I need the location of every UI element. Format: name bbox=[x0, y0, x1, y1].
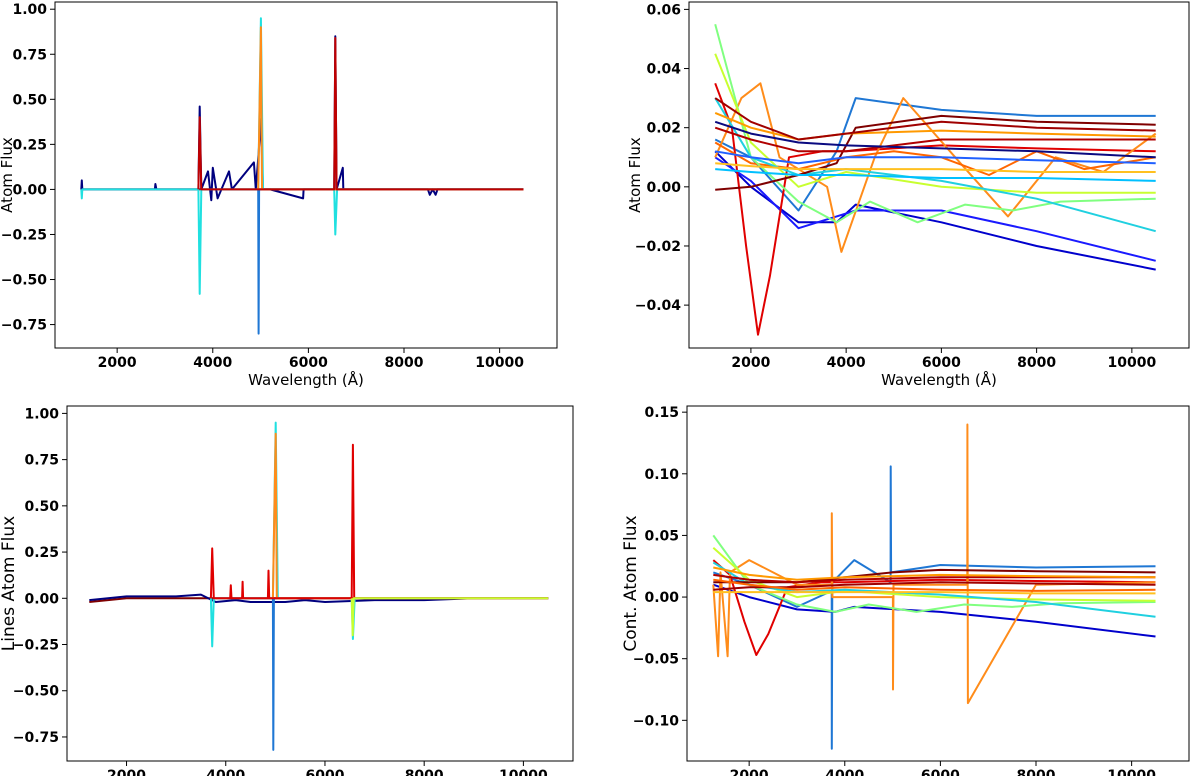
y-tick-label: 0.00 bbox=[644, 590, 679, 606]
y-tick-label: 1.00 bbox=[12, 2, 47, 18]
panel-bottom-right: 2000 4000 6000 8000 10000 −0.10 −0.05 0.00 0.05 0… bbox=[621, 405, 1190, 776]
x-tick-label: 10000 bbox=[475, 355, 524, 371]
x-tick-label: 4000 bbox=[827, 355, 866, 371]
y-tick-label: 1.00 bbox=[24, 406, 59, 422]
axes-frame bbox=[66, 405, 574, 762]
y-tick-label: −0.75 bbox=[13, 730, 59, 746]
x-tick-label: 8000 bbox=[1017, 355, 1056, 371]
series-line-c8 bbox=[713, 568, 1156, 584]
x-tick-label: 2000 bbox=[730, 768, 769, 776]
y-tick-label: 0.05 bbox=[644, 528, 679, 544]
series-line-lines-yellow bbox=[350, 597, 549, 637]
y-tick-label: −0.25 bbox=[1, 227, 47, 243]
series-line-lines-red bbox=[197, 37, 524, 191]
series-line-s17 bbox=[714, 97, 1156, 141]
y-tick-label: 0.00 bbox=[12, 182, 47, 198]
axes-frame bbox=[54, 1, 558, 349]
series-line-lines-cyan bbox=[209, 421, 549, 648]
x-tick-label: 8000 bbox=[405, 768, 444, 776]
series-line-c10 bbox=[713, 566, 1156, 581]
y-axis-label: Atom Flux bbox=[0, 137, 16, 213]
y-tick-label: 0.25 bbox=[24, 545, 59, 561]
y-tick-label: −0.10 bbox=[633, 713, 680, 729]
x-tick-label: 10000 bbox=[1107, 768, 1156, 776]
series-line-s16 bbox=[715, 168, 1156, 182]
x-tick-label: 2000 bbox=[107, 768, 146, 776]
x-tick-label: 8000 bbox=[385, 355, 424, 371]
series-line-s7 bbox=[714, 23, 1156, 224]
series-line-continuum-dark bbox=[89, 593, 549, 603]
y-tick-label: 0.15 bbox=[644, 405, 679, 421]
series-line-s11 bbox=[714, 126, 1156, 153]
y-tick-label: 0.75 bbox=[24, 453, 59, 469]
x-tick-label: 8000 bbox=[1017, 768, 1056, 776]
y-tick-label: 0.75 bbox=[12, 47, 47, 63]
series-line-lines-red bbox=[209, 443, 549, 600]
x-tick-label: 6000 bbox=[305, 768, 344, 776]
x-tick-label: 6000 bbox=[922, 355, 961, 371]
series-line-s14 bbox=[715, 162, 1156, 173]
y-tick-label: −0.04 bbox=[635, 298, 682, 314]
y-tick-label: −0.02 bbox=[635, 239, 681, 255]
x-tick-label: 10000 bbox=[1107, 355, 1156, 371]
x-tick-label: 2000 bbox=[731, 355, 770, 371]
series-line-c11 bbox=[713, 581, 1156, 591]
series-line-s13 bbox=[715, 150, 1156, 165]
series-line-s3 bbox=[714, 156, 1156, 262]
series-line-s12 bbox=[714, 120, 1156, 159]
series-line-s8 bbox=[714, 53, 1156, 194]
series-line-lines-orange bbox=[271, 432, 549, 600]
x-tick-label: 2000 bbox=[98, 355, 137, 371]
x-axis-label: Wavelength (Å) bbox=[881, 370, 997, 389]
series-line-c4 bbox=[712, 423, 1156, 705]
x-tick-label: 6000 bbox=[921, 768, 960, 776]
x-tick-label: 4000 bbox=[825, 768, 864, 776]
panel-top-right: 2000 4000 6000 8000 10000 −0.04 −0.02 0.00 0.02 0… bbox=[626, 1, 1190, 389]
axes-frame bbox=[686, 405, 1190, 762]
series-group bbox=[89, 421, 549, 751]
y-tick-label: 0.06 bbox=[646, 2, 681, 18]
y-tick-label: −0.50 bbox=[1, 273, 48, 289]
y-axis-label: Cont. Atom Flux bbox=[621, 515, 641, 651]
series-line-lines-dark bbox=[80, 35, 524, 202]
x-tick-label: 6000 bbox=[289, 355, 328, 371]
series-line-c13 bbox=[713, 591, 1156, 595]
y-tick-label: 0.10 bbox=[644, 467, 679, 483]
y-tick-label: 0.25 bbox=[12, 137, 47, 153]
x-axis-label: Wavelength (Å) bbox=[248, 370, 364, 389]
y-tick-label: −0.25 bbox=[13, 638, 59, 654]
y-tick-label: 0.00 bbox=[646, 180, 681, 196]
series-group bbox=[712, 423, 1156, 750]
y-tick-label: 0.50 bbox=[12, 92, 47, 108]
panel-top-left: 2000 4000 6000 8000 10000 −0.75 −0.50 −0.25 0.00… bbox=[0, 1, 558, 389]
series-line-c12 bbox=[713, 578, 1156, 592]
axes-frame bbox=[688, 1, 1190, 349]
y-tick-label: 0.02 bbox=[646, 121, 681, 137]
y-axis-label: Atom Flux bbox=[626, 137, 644, 213]
series-group bbox=[714, 23, 1157, 336]
series-group bbox=[80, 17, 524, 335]
y-tick-label: 0.50 bbox=[24, 499, 59, 515]
y-tick-label: −0.05 bbox=[633, 652, 679, 668]
series-line-lines-blue bbox=[271, 597, 549, 751]
y-tick-label: −0.75 bbox=[1, 318, 47, 334]
y-tick-label: 0.04 bbox=[646, 62, 681, 78]
panel-bottom-left: 2000 4000 6000 8000 10000 −0.75 −0.50 −0.25 0.00… bbox=[0, 405, 574, 776]
x-tick-label: 4000 bbox=[193, 355, 232, 371]
series-line-lines-blue bbox=[257, 188, 524, 335]
y-axis-label: Lines Atom Flux bbox=[0, 516, 19, 651]
series-line-lines-cyan bbox=[80, 17, 524, 295]
series-line-c9 bbox=[713, 573, 1156, 584]
y-tick-label: 0.00 bbox=[24, 591, 59, 607]
series-line-c1 bbox=[712, 465, 1156, 750]
series-line-lines-orange bbox=[257, 26, 524, 191]
x-tick-label: 4000 bbox=[206, 768, 245, 776]
series-line-c5 bbox=[712, 534, 1156, 613]
y-tick-label: −0.50 bbox=[13, 684, 60, 700]
x-tick-label: 10000 bbox=[499, 768, 548, 776]
series-line-s4 bbox=[714, 82, 1156, 336]
